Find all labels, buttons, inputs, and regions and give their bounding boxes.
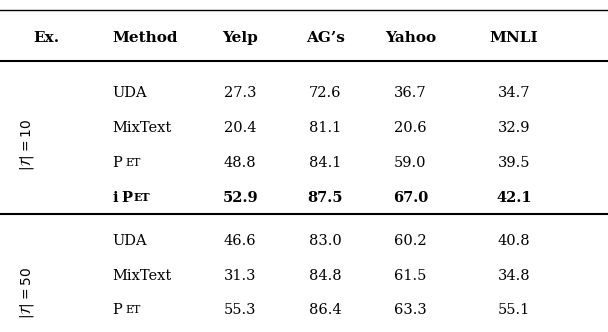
- Text: ET: ET: [125, 158, 140, 168]
- Text: MNLI: MNLI: [489, 31, 538, 45]
- Text: ET: ET: [125, 305, 140, 315]
- Text: 59.0: 59.0: [394, 156, 427, 170]
- Text: 67.0: 67.0: [393, 191, 428, 205]
- Text: UDA: UDA: [112, 86, 147, 100]
- Text: 87.5: 87.5: [308, 191, 343, 205]
- Text: AG’s: AG’s: [306, 31, 345, 45]
- Text: 63.3: 63.3: [394, 303, 427, 317]
- Text: MixText: MixText: [112, 269, 171, 283]
- Text: UDA: UDA: [112, 234, 147, 248]
- Text: 39.5: 39.5: [497, 156, 530, 170]
- Text: 31.3: 31.3: [224, 269, 257, 283]
- Text: 32.9: 32.9: [497, 121, 530, 135]
- Text: 52.9: 52.9: [223, 191, 258, 205]
- Text: i: i: [112, 191, 118, 205]
- Text: $|\mathcal{T}| = 50$: $|\mathcal{T}| = 50$: [18, 267, 36, 319]
- Text: 42.1: 42.1: [496, 191, 531, 205]
- Text: 40.8: 40.8: [497, 234, 530, 248]
- Text: Method: Method: [112, 31, 178, 45]
- Text: 27.3: 27.3: [224, 86, 257, 100]
- Text: Yelp: Yelp: [223, 31, 258, 45]
- Text: 83.0: 83.0: [309, 234, 342, 248]
- Text: 20.6: 20.6: [394, 121, 427, 135]
- Text: Ex.: Ex.: [33, 31, 60, 45]
- Text: P: P: [112, 156, 122, 170]
- Text: 72.6: 72.6: [309, 86, 342, 100]
- Text: 84.1: 84.1: [309, 156, 342, 170]
- Text: 34.8: 34.8: [497, 269, 530, 283]
- Text: 20.4: 20.4: [224, 121, 257, 135]
- Text: 61.5: 61.5: [394, 269, 427, 283]
- Text: $|\mathcal{T}| = 10$: $|\mathcal{T}| = 10$: [18, 119, 36, 171]
- Text: 60.2: 60.2: [394, 234, 427, 248]
- Text: 86.4: 86.4: [309, 303, 342, 317]
- Text: P: P: [121, 191, 132, 205]
- Text: 55.1: 55.1: [497, 303, 530, 317]
- Text: Yahoo: Yahoo: [385, 31, 436, 45]
- Text: 34.7: 34.7: [497, 86, 530, 100]
- Text: 84.8: 84.8: [309, 269, 342, 283]
- Text: 81.1: 81.1: [309, 121, 342, 135]
- Text: MixText: MixText: [112, 121, 171, 135]
- Text: 55.3: 55.3: [224, 303, 257, 317]
- Text: 36.7: 36.7: [394, 86, 427, 100]
- Text: 46.6: 46.6: [224, 234, 257, 248]
- Text: ET: ET: [134, 192, 150, 203]
- Text: P: P: [112, 303, 122, 317]
- Text: 48.8: 48.8: [224, 156, 257, 170]
